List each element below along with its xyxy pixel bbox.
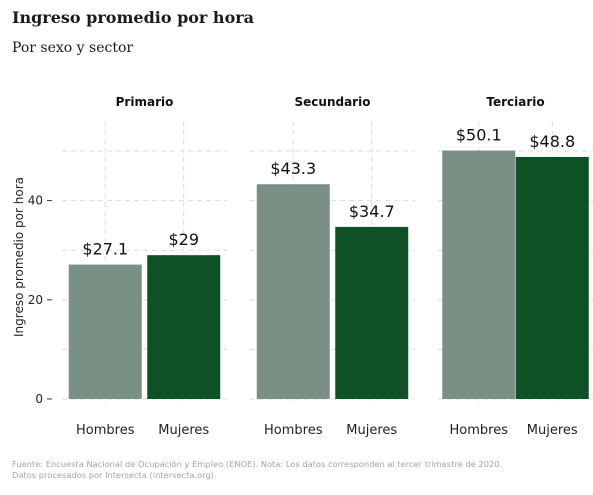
caption-line-1: Fuente: Encuesta Nacional de Ocupación y… [12,459,503,469]
chart-title: Ingreso promedio por hora [12,8,255,27]
x-category-label: Hombres [264,423,323,438]
data-label: $29 [168,230,199,249]
facet-title-terciario: Terciario [486,95,544,109]
y-tick-label: 40 [28,194,43,208]
caption-line-2: Datos procesados por Intersecta (interse… [12,470,217,480]
bar-terciario-hombres [442,150,516,399]
data-label: $34.7 [349,202,395,221]
facet-title-secundario: Secundario [295,95,371,109]
bar-secundario-mujeres [335,226,409,399]
y-tick-label: 0 [35,392,43,406]
bar-chart: Ingreso promedio por hora 0 20 40 Primario $2… [12,95,593,438]
x-category-label: Hombres [76,423,135,438]
facet-title-primario: Primario [116,95,174,109]
source-caption: Fuente: Encuesta Nacional de Ocupación y… [12,459,587,481]
chart-subtitle: Por sexo y sector [12,40,134,56]
bar-secundario-hombres [256,184,330,399]
x-category-label: Mujeres [527,423,578,438]
x-category-label: Hombres [450,423,509,438]
x-category-label: Mujeres [346,423,397,438]
bar-primario-mujeres [147,255,221,399]
y-tick-label: 20 [28,293,43,307]
data-label: $50.1 [456,126,502,145]
y-axis-label: Ingreso promedio por hora [12,177,26,337]
data-label: $48.8 [529,132,575,151]
x-category-label: Mujeres [158,423,209,438]
bar-primario-hombres [68,264,142,399]
data-label: $27.1 [82,240,128,259]
bar-terciario-mujeres [515,156,589,399]
data-label: $43.3 [270,159,316,178]
